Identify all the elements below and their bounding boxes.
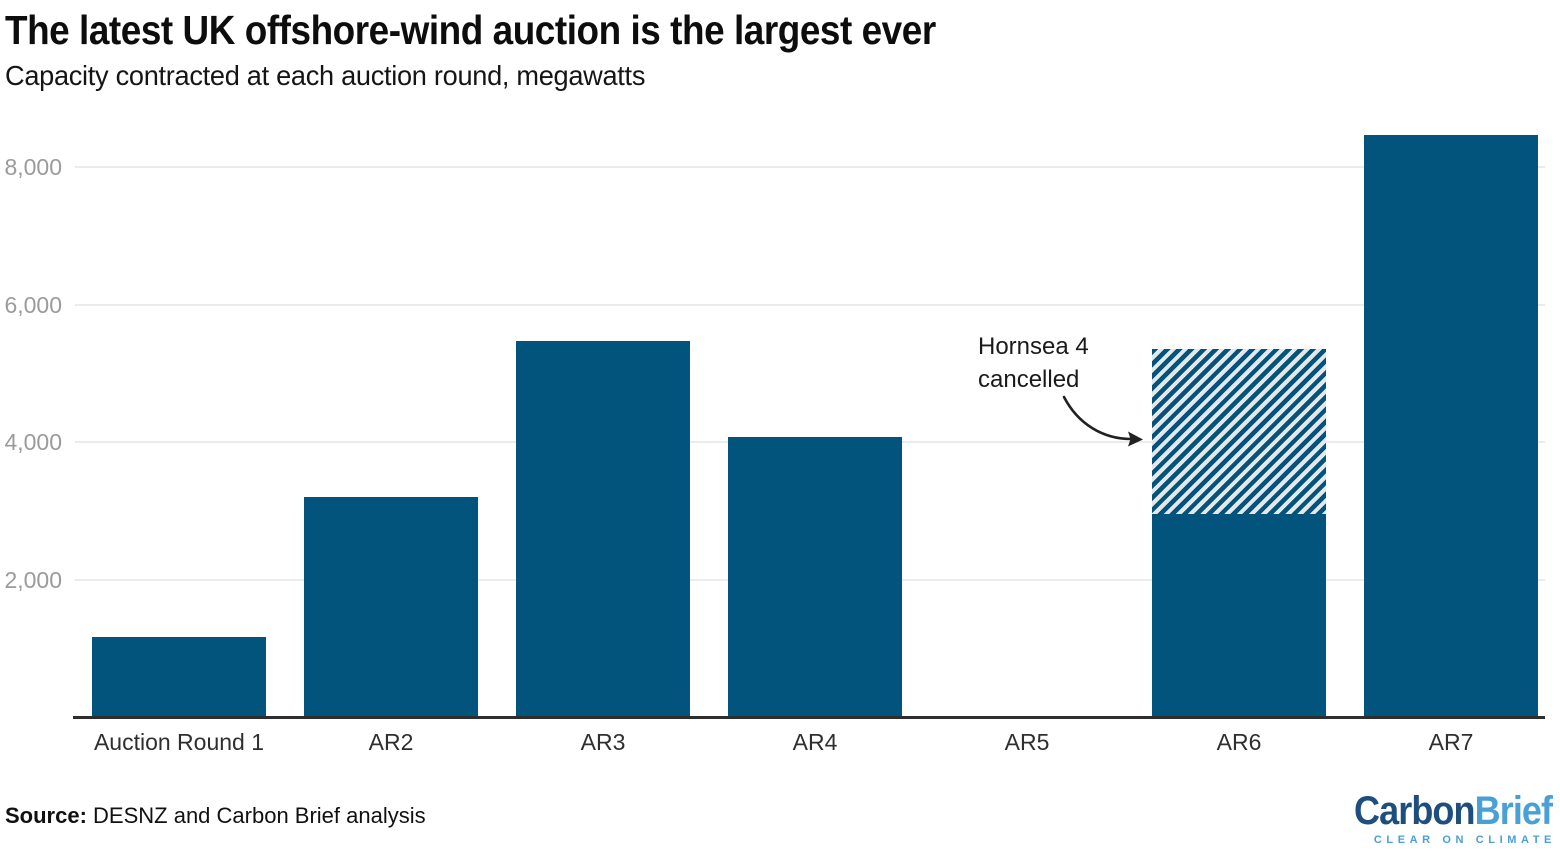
gridline-6000 [75,303,1545,306]
chart-subtitle: Capacity contracted at each auction roun… [5,60,646,91]
source-text: DESNZ and Carbon Brief analysis [86,803,426,828]
gridline-8000 [75,166,1545,168]
source-line: Source: DESNZ and Carbon Brief analysis [5,803,426,829]
source-label: Source: [5,803,87,828]
bar-ar7 [1364,135,1538,717]
logo-brief-text: Brief [1474,789,1552,833]
logo-tagline: CLEAR ON CLIMATE [1373,834,1556,846]
x-axis-label-ar5: AR5 [1004,729,1050,755]
bar-ar4 [728,437,902,717]
annotation-line-1: Hornsea 4 [978,333,1089,360]
bar-segment-cancelled [1152,349,1326,514]
y-axis-tick-label: 6,000 [4,291,62,318]
annotation-hornsea-cancelled: Hornsea 4 cancelled [978,330,1089,396]
x-axis-line [73,716,1545,719]
x-axis-label-ar2: AR2 [368,729,414,755]
y-axis-tick-label: 4,000 [4,429,62,455]
carbonbrief-logo-wordmark: CarbonBrief [1353,789,1553,833]
x-axis-label-ar7: AR7 [1428,729,1474,755]
logo-carbon-text: Carbon [1353,789,1475,833]
x-axis-label-ar3: AR3 [580,729,626,755]
chart-title: The latest UK offshore-wind auction is t… [5,7,936,53]
bar-ar6 [1152,514,1326,717]
bar-ar3 [516,341,690,717]
bar-ar2 [304,497,478,717]
carbonbrief-logo: CarbonBrief CLEAR ON CLIMATE [1332,789,1553,846]
bar-auction-round-1 [92,637,266,717]
x-axis-label-ar4: AR4 [792,729,838,755]
x-axis-label-auction-round-1: Auction Round 1 [93,729,265,755]
y-axis-tick-label: 8,000 [4,154,62,180]
x-axis-label-ar6: AR6 [1216,729,1262,755]
annotation-line-2: cancelled [978,366,1080,393]
y-axis-tick-label: 2,000 [4,566,62,593]
